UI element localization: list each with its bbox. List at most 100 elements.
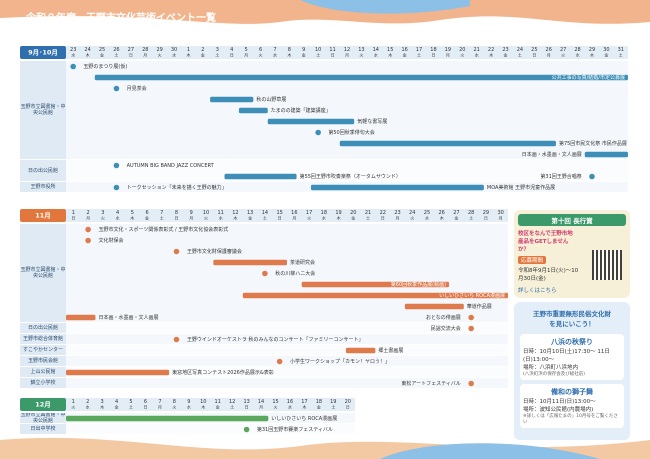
weekday: 土 bbox=[469, 215, 473, 221]
event-label: たまのの建築「建築講座」 bbox=[271, 107, 331, 114]
event-bar bbox=[345, 347, 376, 354]
weekday: 木 bbox=[388, 52, 392, 58]
day-number: 10 bbox=[315, 47, 321, 53]
weekday: 木 bbox=[100, 404, 104, 410]
group-label: 玉野市立図書館・中央公民館 bbox=[20, 267, 66, 279]
event-dot bbox=[468, 380, 474, 387]
weekday: 月 bbox=[143, 53, 147, 58]
event-label: 秋の山野草展 bbox=[256, 96, 286, 103]
event-label: 文化財保会 bbox=[98, 237, 123, 244]
day-number: 16 bbox=[401, 47, 407, 53]
day-number: 6 bbox=[144, 399, 147, 405]
day-number: 4 bbox=[115, 399, 118, 405]
day-number: 28 bbox=[468, 210, 474, 216]
weekday: 火 bbox=[101, 216, 105, 221]
day-number: 13 bbox=[358, 47, 364, 53]
award-more[interactable]: 詳しくはこちら bbox=[518, 288, 557, 294]
section-label: 11月 bbox=[35, 212, 51, 220]
weekday: 火 bbox=[460, 53, 464, 58]
day-number: 16 bbox=[287, 399, 293, 405]
day-number: 24 bbox=[409, 210, 415, 216]
weekday: 水 bbox=[288, 404, 292, 410]
weekday: 土 bbox=[518, 52, 522, 58]
day-number: 26 bbox=[546, 47, 552, 53]
group-label-bg bbox=[20, 424, 66, 434]
day-number: 28 bbox=[142, 47, 148, 53]
day-number: 28 bbox=[574, 47, 580, 53]
event-label: 秋の川柳ハニ大会 bbox=[275, 270, 315, 277]
day-number: 22 bbox=[488, 47, 494, 53]
decor bbox=[380, 443, 600, 459]
day-number: 11 bbox=[215, 399, 221, 405]
group-label: 上山公民館 bbox=[30, 369, 56, 375]
group-area bbox=[66, 424, 355, 434]
weekday: 火 bbox=[359, 53, 363, 58]
group-label-bg bbox=[20, 345, 66, 355]
event-bar bbox=[94, 74, 629, 81]
group-area bbox=[66, 367, 508, 377]
day-number: 20 bbox=[345, 399, 351, 405]
day-number: 29 bbox=[156, 47, 162, 53]
weekday: 日 bbox=[431, 53, 435, 58]
heritage-title: 王野市重要無形民俗文化財を見にいこう！ bbox=[533, 310, 611, 328]
weekday: 土 bbox=[230, 404, 234, 410]
group-label: 王野市総合体育館 bbox=[22, 336, 63, 342]
award-lead: 校区をなんで王野市地産品をGETしませんか？ bbox=[518, 231, 573, 253]
group-label: すこやかセンター bbox=[22, 347, 63, 353]
event-label: 気軽な書写展 bbox=[357, 118, 387, 125]
weekday: 月 bbox=[292, 216, 296, 221]
group-label-box: すこやかセンター bbox=[22, 347, 63, 353]
day-number: 3 bbox=[101, 210, 104, 216]
weekday: 日 bbox=[331, 53, 335, 58]
group-area bbox=[66, 345, 508, 355]
day-number: 15 bbox=[272, 399, 278, 405]
day-number: 10 bbox=[203, 210, 209, 216]
day-number: 12 bbox=[344, 47, 350, 53]
weekday: 水 bbox=[187, 404, 191, 410]
weekday: 日 bbox=[532, 53, 536, 58]
weekday: 金 bbox=[351, 215, 355, 221]
event-label: 玉野のまつり展(仮) bbox=[83, 63, 127, 70]
day-number: 17 bbox=[306, 210, 312, 216]
event-bar bbox=[224, 173, 297, 180]
event-bar bbox=[310, 184, 484, 191]
group-label-bg bbox=[20, 367, 66, 377]
day-number: 29 bbox=[589, 47, 595, 53]
group-label-box: 日出中学校 bbox=[30, 426, 55, 432]
title: 令和８年度 王野市文化芸術イベント一覧 bbox=[25, 11, 216, 24]
qr-code[interactable] bbox=[592, 250, 622, 280]
weekday: 土 bbox=[366, 215, 370, 221]
weekday: 木 bbox=[337, 215, 341, 221]
weekday: 月 bbox=[86, 216, 90, 221]
weekday: 水 bbox=[425, 215, 429, 221]
weekday: 火 bbox=[410, 216, 414, 221]
group-label: 日の出公民館 bbox=[27, 325, 58, 331]
event-bar bbox=[66, 415, 269, 422]
event-bar bbox=[213, 259, 287, 266]
award-title: 第十回 長行賞 bbox=[518, 214, 626, 226]
day-number: 8 bbox=[175, 210, 178, 216]
weekday: 日 bbox=[484, 216, 488, 221]
event-label: 民謡交流大会 bbox=[431, 325, 461, 332]
event-bar bbox=[584, 151, 628, 158]
group-label-box: 王野市役所 bbox=[30, 184, 55, 190]
weekday: 火 bbox=[307, 216, 311, 221]
group-area bbox=[66, 160, 628, 181]
event-dot bbox=[468, 314, 474, 321]
group-label: 玉野市立図書館・中央公民館 bbox=[20, 413, 66, 423]
weekday: 水 bbox=[172, 52, 176, 58]
event-label: 日本画・水墨画・文人画展 bbox=[522, 151, 582, 158]
day-number: 19 bbox=[445, 47, 451, 53]
event-bar bbox=[238, 107, 268, 114]
weekday: 火 bbox=[158, 53, 162, 58]
day-number: 14 bbox=[373, 47, 379, 53]
section-label-bg bbox=[20, 398, 66, 411]
weekday: 月 bbox=[189, 216, 193, 221]
group-label-box: 日の出公民館 bbox=[27, 325, 58, 331]
group-label-bg bbox=[20, 160, 66, 181]
heritage-panel: 王野市重要無形民俗文化財を見にいこう！ 八浜の秋祭り 日時：10月10日(土)17… bbox=[514, 302, 630, 440]
day-number: 14 bbox=[258, 399, 264, 405]
day-number: 8 bbox=[173, 399, 176, 405]
day-number: 8 bbox=[288, 47, 291, 53]
